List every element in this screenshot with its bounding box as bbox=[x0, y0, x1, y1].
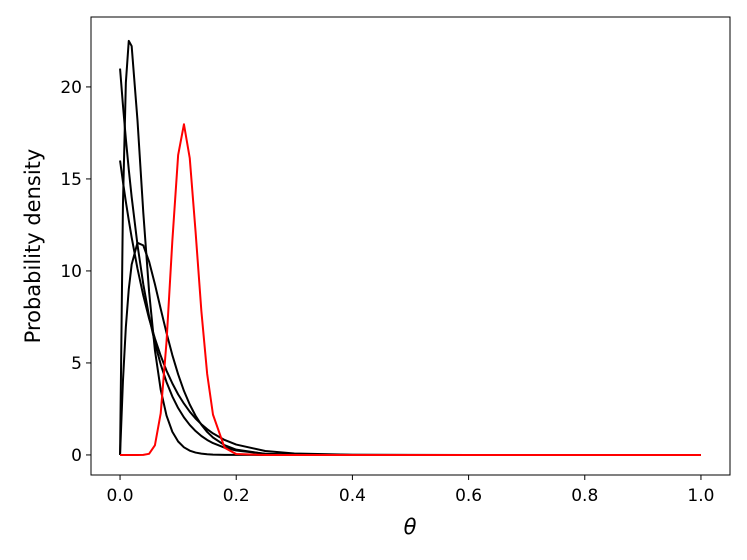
x-tick-label: 0.2 bbox=[223, 486, 250, 506]
x-tick-label: 0.6 bbox=[455, 486, 482, 506]
y-axis-label: Probability density bbox=[21, 149, 45, 344]
x-axis-label: θ bbox=[404, 515, 417, 539]
line bbox=[120, 123, 701, 456]
x-tick-label: 0.8 bbox=[571, 486, 598, 506]
axes-frame bbox=[90, 16, 731, 476]
x-tick-label: 0.4 bbox=[339, 486, 366, 506]
y-tick-label: 20 bbox=[60, 78, 82, 98]
y-tick-label: 0 bbox=[71, 446, 82, 466]
y-tick-label: 15 bbox=[60, 170, 82, 190]
x-tick-label: 1.0 bbox=[687, 486, 714, 506]
x-tick-label: 0.0 bbox=[107, 486, 134, 506]
y-tick-label: 10 bbox=[60, 262, 82, 282]
y-tick-label: 5 bbox=[71, 354, 82, 374]
